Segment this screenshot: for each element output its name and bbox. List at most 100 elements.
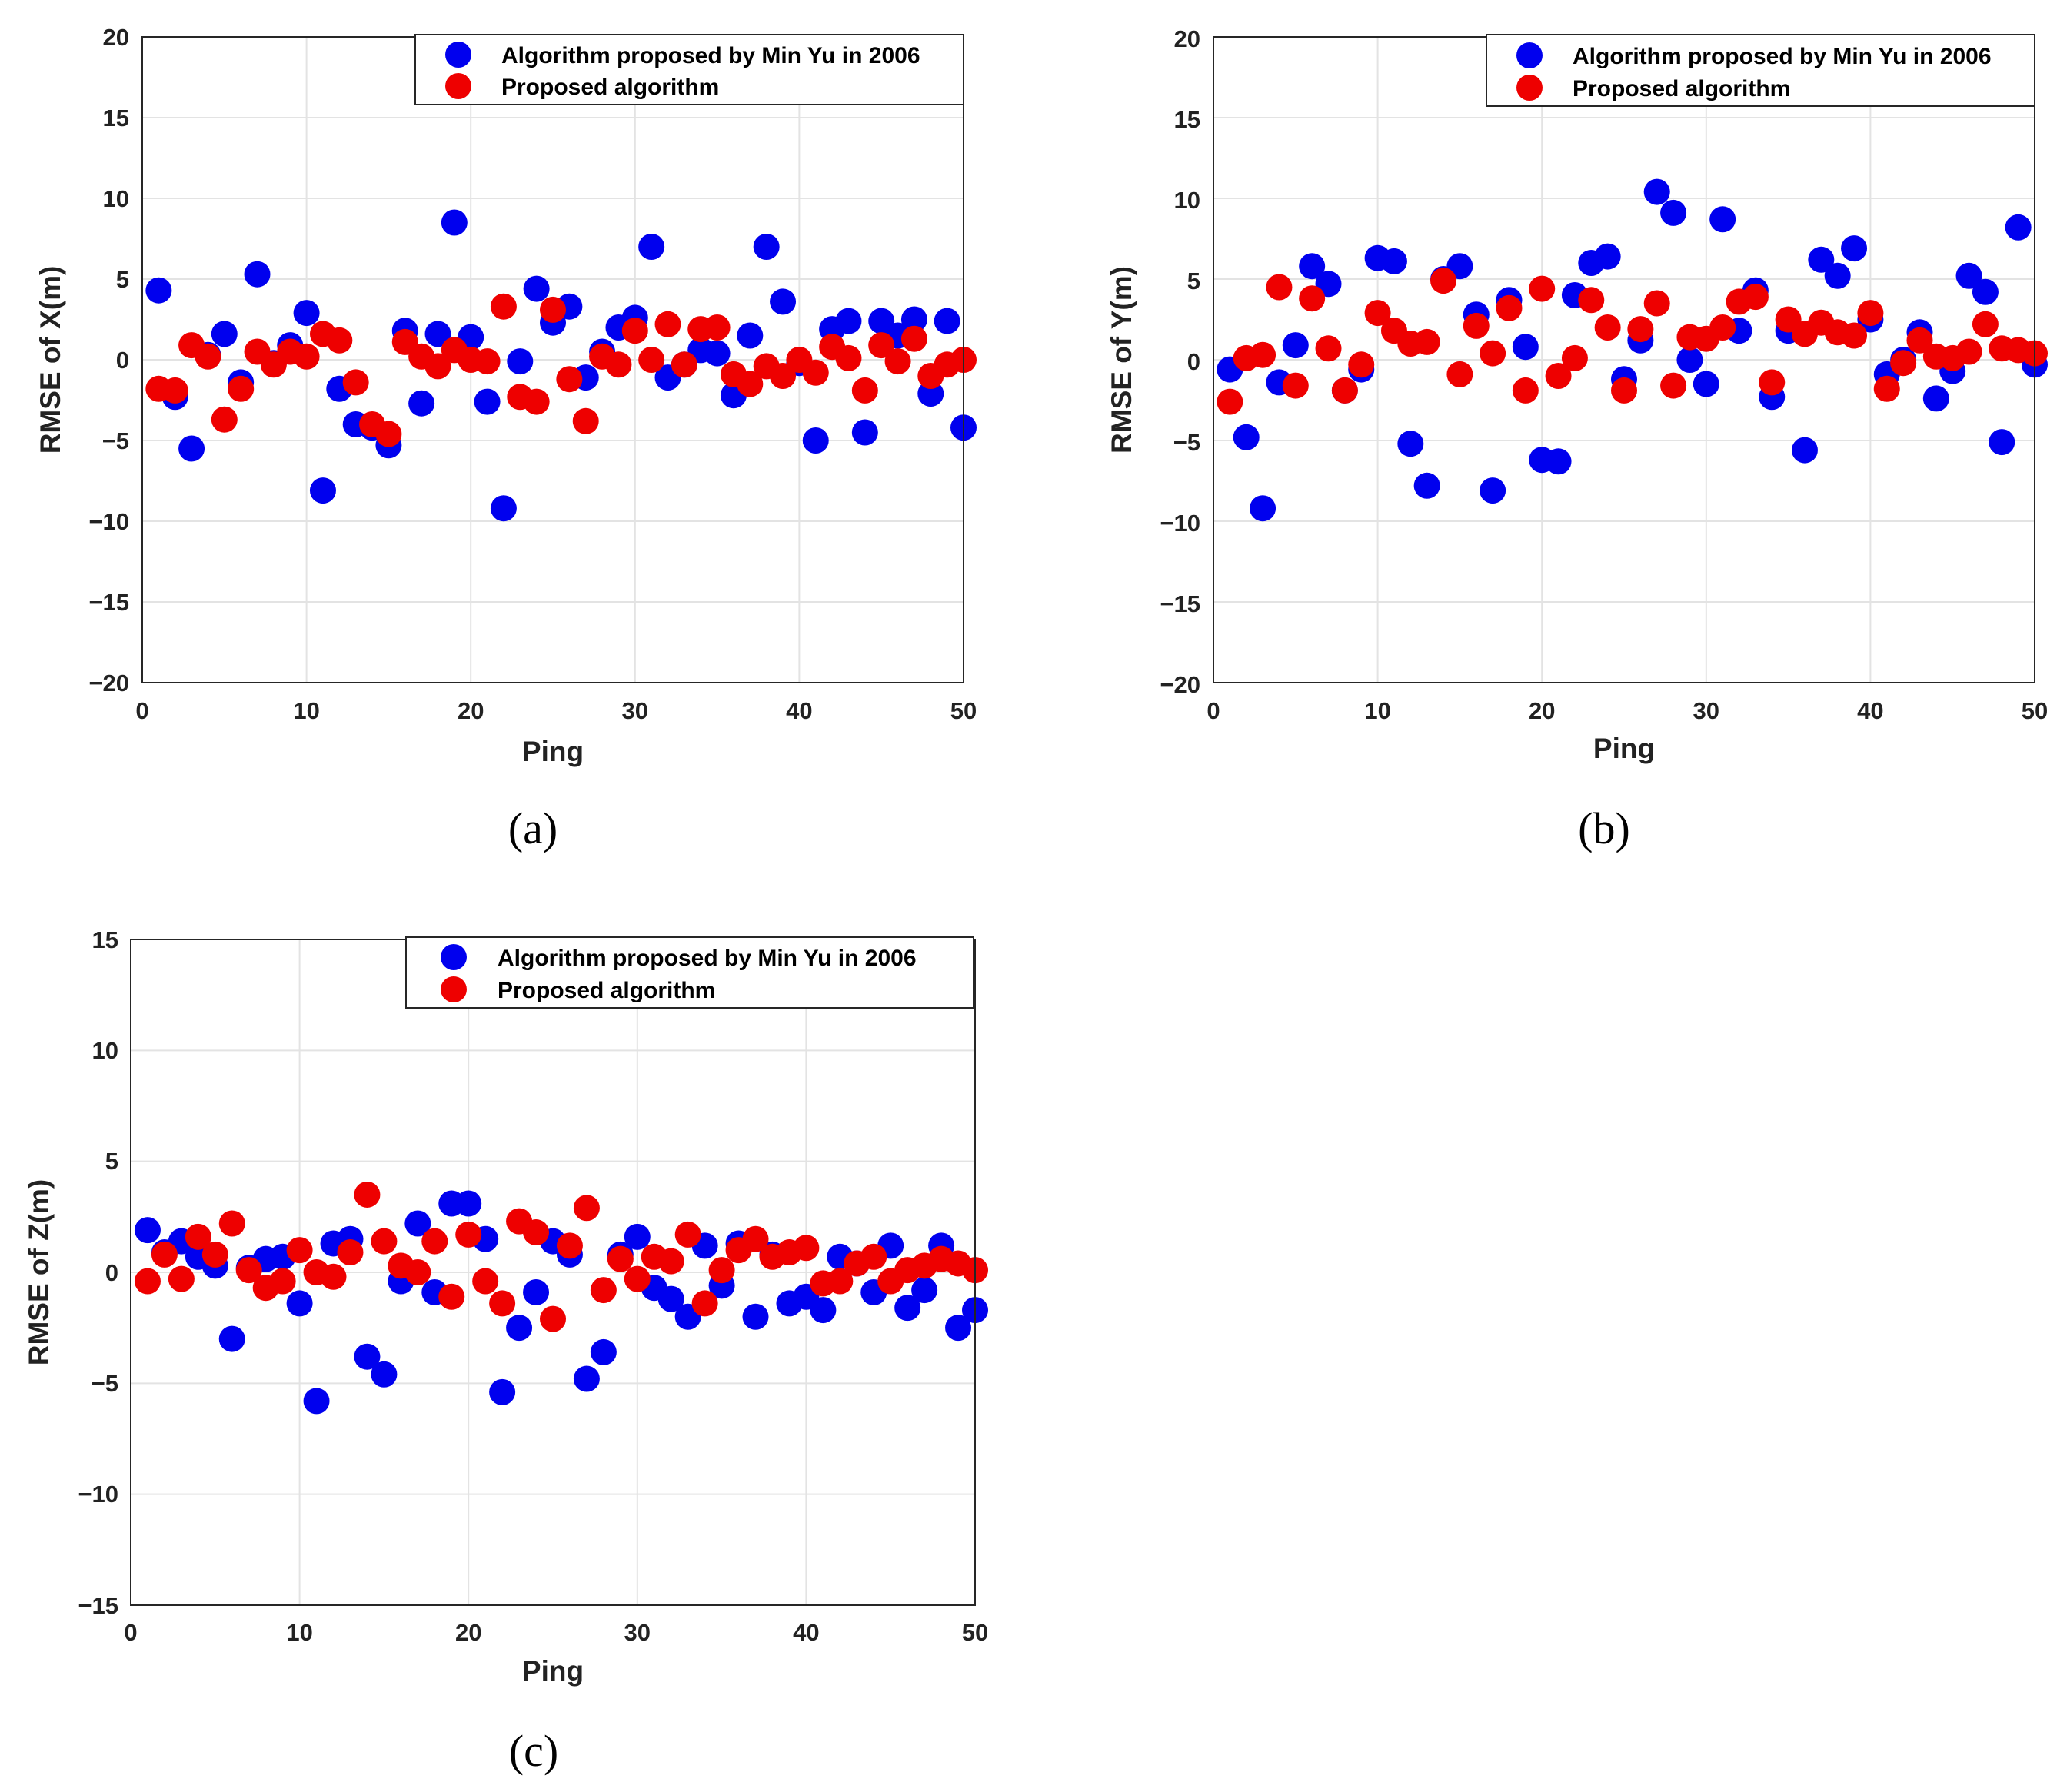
panel-c-point-min-yu-6 [218,1325,245,1352]
panel-a-legend-marker-min-yu [445,42,471,68]
panel-a-point-min-yu-24 [523,275,550,302]
panel-b-point-proposed-18 [1496,294,1523,321]
panel-b-x-axis-title: Ping [1593,733,1655,764]
panel-c-point-min-yu-47 [911,1277,938,1304]
panel-b-point-proposed-21 [1545,363,1572,389]
panel-a-point-proposed-21 [474,348,501,375]
panel-c-point-min-yu-37 [742,1303,769,1330]
panel-a-point-proposed-31 [638,347,665,373]
panel-a-point-min-yu-3 [178,435,205,462]
panel-c-xtick: 0 [124,1619,137,1646]
panel-a-ytick: 5 [116,266,129,293]
panel-b-xtick: 10 [1364,697,1390,724]
panel-a-point-proposed-22 [490,293,517,320]
panel-a: 20 15 10 5 0 −5 −10 −15 −20 0 10 20 30 4… [35,24,977,853]
panel-a-series-proposed [145,293,977,447]
panel-b-point-proposed-7 [1315,335,1342,362]
panel-b-point-proposed-1 [1217,388,1243,415]
panel-b-series-proposed [1217,268,2048,415]
panel-b-point-min-yu-2 [1233,424,1260,450]
panel-a-point-min-yu-19 [441,209,468,236]
panel-c-y-ticks: 15 10 5 0 −5 −10 −15 [78,926,118,1619]
panel-c-point-proposed-18 [421,1228,448,1255]
panel-c-point-min-yu-1 [134,1217,161,1244]
panel-c-point-proposed-35 [708,1257,735,1284]
panel-b-xtick: 40 [1857,697,1883,724]
panel-b-point-min-yu-17 [1480,477,1506,504]
panel-c-point-proposed-9 [269,1268,296,1295]
panel-b-point-min-yu-44 [1922,385,1949,412]
panel-b-ytick: 20 [1174,25,1200,52]
panel-c-point-proposed-27 [573,1195,600,1222]
panel-a-point-min-yu-23 [507,348,534,375]
panel-b-point-proposed-27 [1643,290,1670,317]
panel-b-point-proposed-34 [1759,369,1786,396]
panel-c-point-min-yu-10 [286,1290,313,1317]
panel-b-point-proposed-43 [1906,327,1933,354]
panel-a-point-proposed-37 [737,371,764,397]
panel-b: 20 15 10 5 0 −5 −10 −15 −20 0 10 20 30 4… [1106,25,2048,853]
panel-c-legend-box [405,936,974,1009]
panel-c-legend: Algorithm proposed by Min Yu in 2006 Pro… [405,936,974,1009]
panel-c-point-proposed-15 [371,1228,398,1255]
panel-b-point-proposed-42 [1890,350,1917,377]
panel-a-point-min-yu-38 [753,234,780,260]
panel-b-point-min-yu-47 [1972,278,1999,305]
panel-b-point-min-yu-39 [1841,235,1868,262]
panel-c-point-min-yu-32 [657,1285,684,1312]
panel-c-point-proposed-19 [438,1283,465,1310]
panel-a-point-proposed-6 [228,375,255,402]
panel-b-point-min-yu-5 [1282,332,1309,359]
panel-a-point-proposed-26 [556,366,583,393]
panel-a-legend: Algorithm proposed by Min Yu in 2006 Pro… [414,34,964,105]
panel-b-legend-label-min-yu: Algorithm proposed by Min Yu in 2006 [1573,44,1992,69]
panel-b-point-proposed-14 [1430,268,1457,294]
panel-b-point-min-yu-27 [1643,178,1670,205]
panel-c-point-min-yu-27 [573,1365,600,1392]
panel-b-ytick: −5 [1173,429,1200,456]
panel-c-ytick: −10 [78,1481,118,1508]
panel-a-y-axis-title: RMSE of X(m) [35,266,66,454]
panel-a-point-min-yu-47 [900,306,927,333]
panel-b-point-min-yu-46 [1955,262,1982,289]
panel-b-point-min-yu-6 [1299,253,1326,280]
panel-a-point-proposed-15 [375,421,402,447]
panel-c-x-ticks: 0 10 20 30 40 50 [124,1619,988,1646]
panel-a-point-min-yu-21 [474,388,501,415]
panel-a-point-min-yu-11 [309,477,336,504]
panel-b-point-proposed-40 [1857,300,1884,327]
panel-a-xtick: 0 [135,697,148,724]
panel-a-xtick: 20 [458,697,484,724]
panel-b-point-min-yu-21 [1545,448,1572,475]
panel-a-point-proposed-29 [605,351,632,378]
panel-b-ytick: 0 [1187,348,1200,375]
panel-a-point-proposed-18 [424,353,451,380]
panel-c-point-proposed-13 [337,1239,364,1266]
panel-c-point-min-yu-15 [371,1361,398,1388]
panel-b-ytick: 5 [1187,268,1200,294]
panel-a-point-min-yu-35 [704,340,731,367]
panel-c-legend-label-proposed: Proposed algorithm [498,978,715,1003]
panel-b-legend-marker-min-yu [1516,42,1543,68]
panel-a-point-proposed-2 [161,377,188,404]
panel-c-point-min-yu-41 [810,1297,837,1324]
panel-b-y-axis-title: RMSE of Y(m) [1106,266,1137,454]
panel-b-point-min-yu-38 [1824,262,1851,289]
panel-b-point-min-yu-13 [1413,472,1440,499]
panel-c-points [134,1181,988,1415]
panel-b-point-proposed-15 [1446,361,1473,387]
panel-c-point-proposed-37 [742,1225,769,1252]
panel-a-point-proposed-47 [900,325,927,352]
panel-b-point-min-yu-28 [1660,199,1687,226]
panel-c-legend-label-min-yu: Algorithm proposed by Min Yu in 2006 [498,946,917,971]
panel-b-ytick: −15 [1160,590,1200,617]
panel-a-point-min-yu-37 [737,322,764,349]
panel-c-point-proposed-44 [860,1243,887,1270]
panel-c-point-proposed-5 [201,1241,228,1268]
panel-a-points [145,209,977,522]
panel-b-point-min-yu-49 [2005,214,2032,241]
panel-b-legend: Algorithm proposed by Min Yu in 2006 Pro… [1486,34,2035,107]
panel-b-point-proposed-10 [1364,300,1391,327]
panel-a-point-min-yu-43 [835,308,862,334]
panel-b-point-proposed-31 [1709,314,1736,341]
